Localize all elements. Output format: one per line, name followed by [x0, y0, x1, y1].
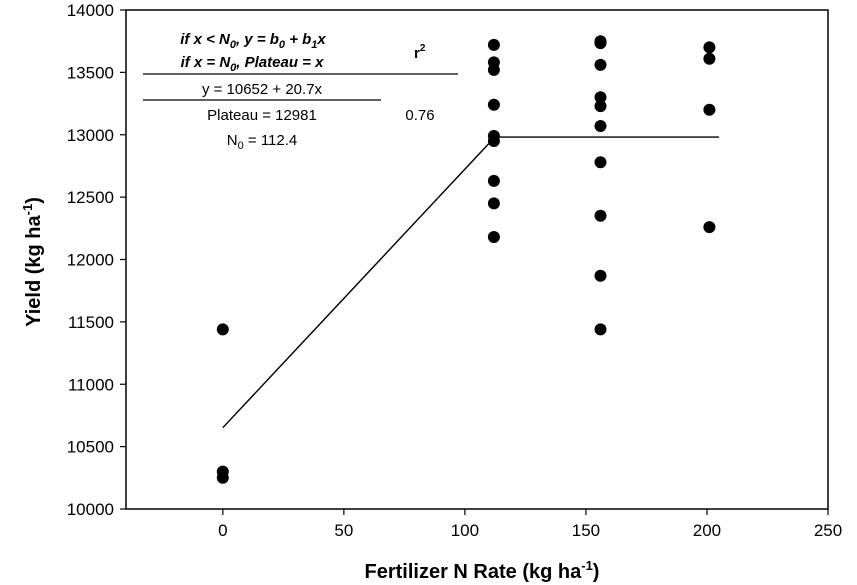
data-point: [703, 41, 716, 54]
plateau-value: Plateau = 12981: [207, 107, 317, 124]
data-point: [487, 231, 500, 243]
x-tick-label: 0: [218, 521, 227, 540]
data-point: [216, 323, 229, 336]
y-tick-label: 14000: [67, 1, 114, 20]
data-point: [703, 221, 716, 234]
data-point: [594, 100, 607, 113]
data-point: [487, 197, 500, 210]
data-point: [703, 52, 716, 65]
annotation-block: if x < N0, y = b0 + b1x if x = N0, Plate…: [143, 31, 458, 152]
data-point: [703, 103, 716, 116]
data-point: [487, 174, 500, 187]
data-point: [594, 91, 607, 104]
y-tick-label: 10500: [67, 438, 114, 457]
y-tick-label: 13000: [67, 126, 114, 145]
x-tick-label: 200: [693, 521, 721, 540]
data-points: [216, 35, 716, 484]
y-tick-label: 11000: [68, 375, 114, 394]
data-point: [594, 269, 607, 282]
data-point: [487, 38, 500, 51]
data-point: [487, 63, 500, 76]
data-point: [594, 58, 607, 71]
data-point: [594, 120, 607, 132]
y-axis-title: Yield (kg ha-1): [20, 197, 45, 327]
x-tick-label: 150: [572, 521, 600, 540]
fit-equation: y = 10652 + 20.7x: [202, 81, 323, 98]
y-tick-label: 12500: [67, 188, 114, 207]
linear-plateau-fit-line: [222, 136, 720, 429]
x-axis-ticks: 0 50 100 150 200 250: [218, 509, 842, 540]
y-tick-label: 13500: [67, 63, 114, 82]
data-point: [487, 135, 500, 147]
data-point: [487, 98, 500, 111]
condition-line-2: if x = N0, Plateau = x: [181, 54, 325, 74]
data-point: [594, 37, 607, 50]
data-point: [216, 471, 229, 484]
y-tick-label: 10000: [67, 500, 114, 519]
x-tick-label: 100: [451, 521, 479, 540]
condition-line-1: if x < N0, y = b0 + b1x: [180, 31, 326, 51]
fit-line-group: [222, 136, 720, 429]
x-tick-label: 50: [334, 521, 353, 540]
r-squared-header: r2: [414, 43, 426, 62]
y-axis-ticks: 10000 10500 11000 11500 12000 12500 13000 13500…: [67, 1, 126, 519]
data-point: [594, 156, 607, 169]
data-point: [594, 209, 607, 222]
y-tick-label: 12000: [67, 251, 114, 270]
x-axis-title: Fertilizer N Rate (kg ha-1): [365, 558, 600, 583]
data-point: [594, 323, 607, 336]
x-tick-label: 250: [814, 521, 842, 540]
n0-value: N0 = 112.4: [227, 132, 298, 152]
y-tick-label: 11500: [68, 313, 114, 332]
r-squared-value: 0.76: [405, 107, 434, 124]
